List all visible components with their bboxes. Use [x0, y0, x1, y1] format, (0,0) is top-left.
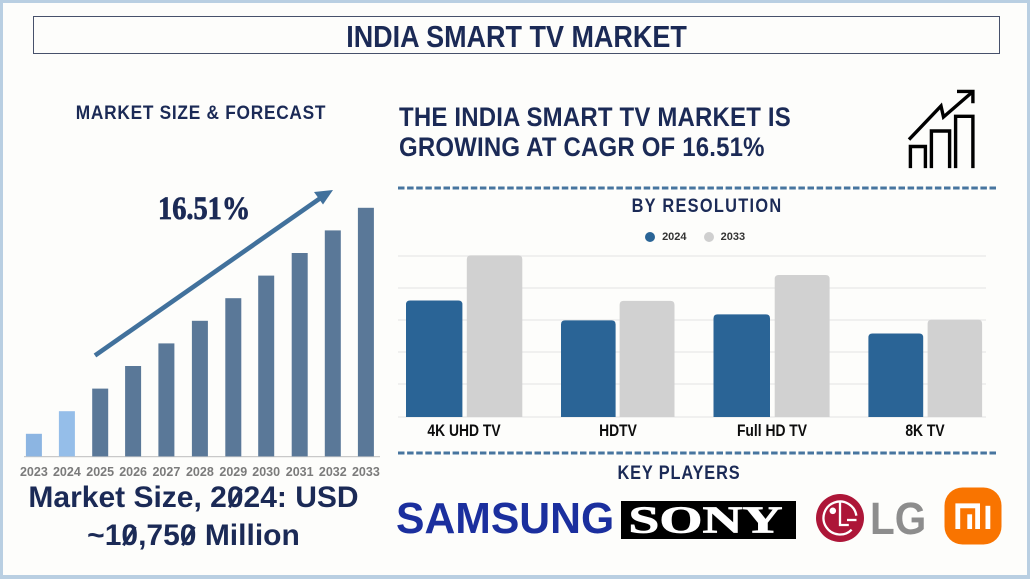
svg-text:SONY: SONY — [629, 501, 783, 539]
